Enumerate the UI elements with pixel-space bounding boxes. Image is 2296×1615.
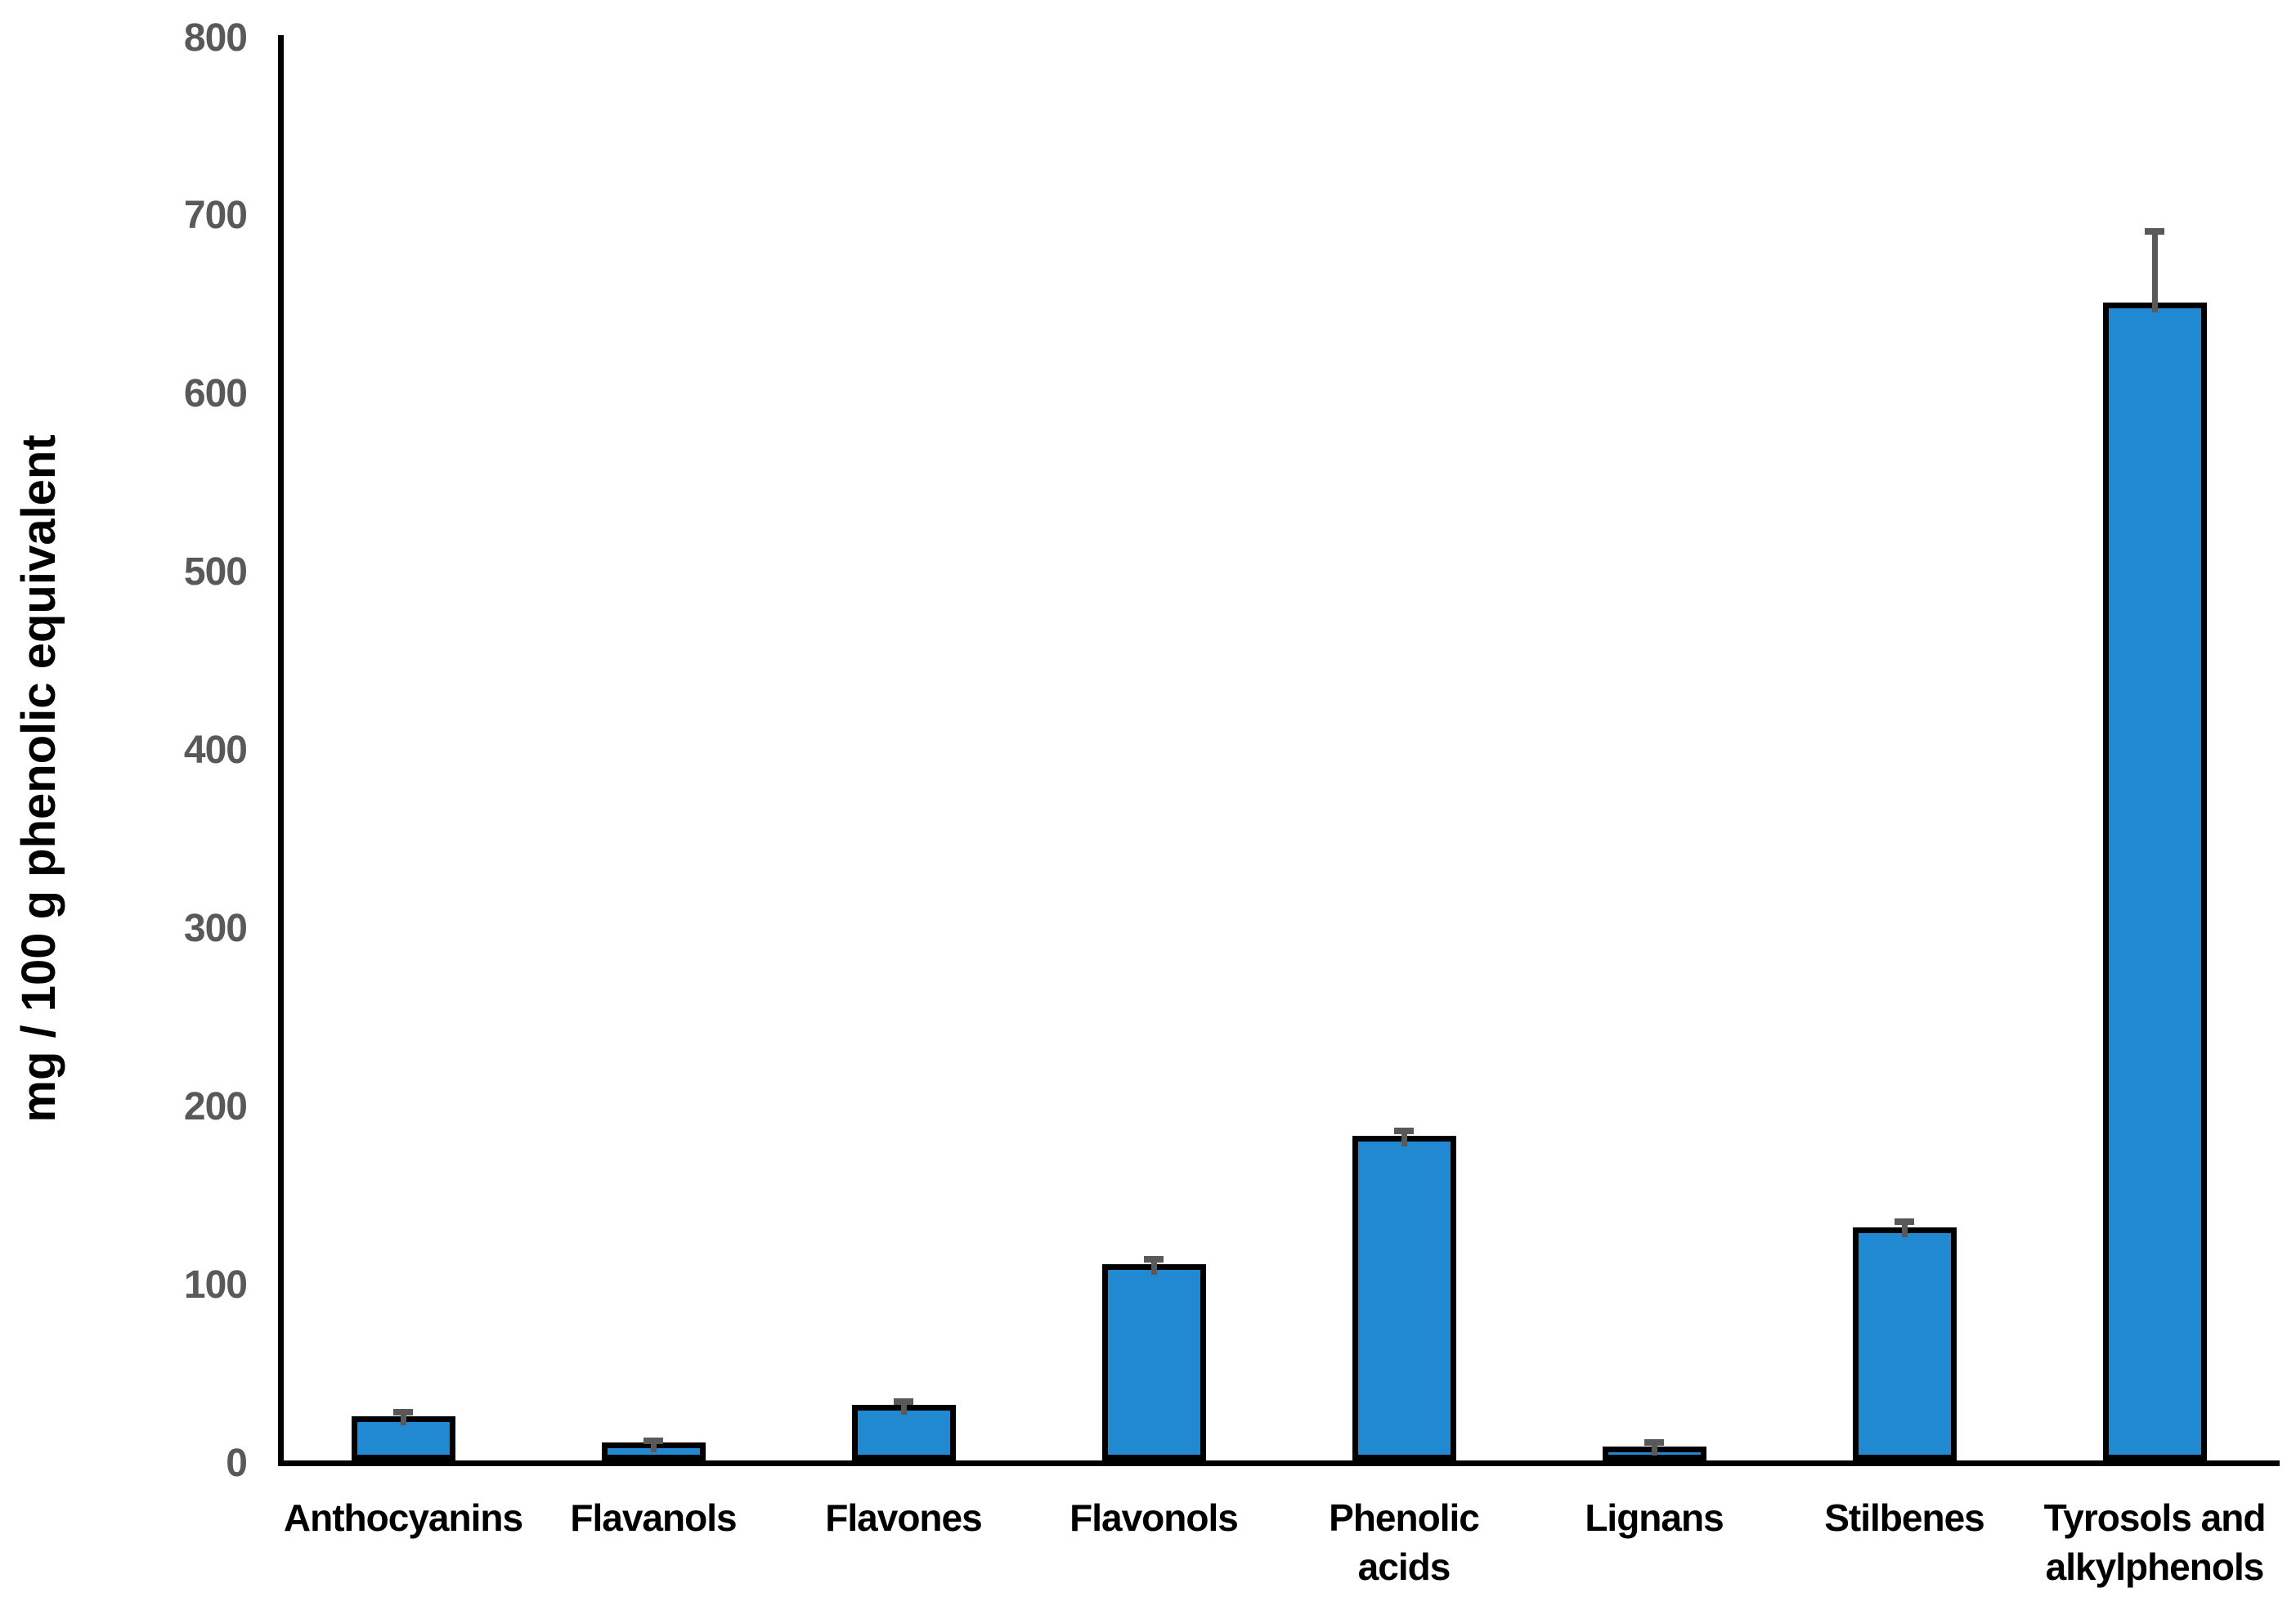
error-bar-whisker-tyrosols-and-alkylphenols (2152, 231, 2158, 312)
error-bar-cap-flavonols (1144, 1256, 1164, 1263)
y-tick-label-400: 400 (183, 729, 248, 772)
x-label-phenolic-acids: Phenolic acids (1329, 1496, 1480, 1588)
y-tick-label-600: 600 (183, 372, 248, 416)
error-bar-whisker-flavones (901, 1402, 907, 1415)
y-tick-label-100: 100 (183, 1263, 248, 1307)
error-bar-whisker-stilbenes (1902, 1222, 1908, 1237)
y-axis-title: mg / 100 g phenolic equivalent (12, 434, 65, 1123)
error-bar-whisker-flavanols (651, 1441, 657, 1452)
y-tick-label-800: 800 (183, 16, 248, 60)
x-label-flavanols: Flavanols (570, 1496, 737, 1539)
x-label-flavones: Flavones (825, 1496, 982, 1539)
error-bar-cap-stilbenes (1895, 1218, 1914, 1225)
error-bar-whisker-lignans (1652, 1442, 1657, 1456)
bar-tyrosols-and-alkylphenols (2103, 303, 2207, 1460)
error-bar-cap-flavones (894, 1398, 913, 1405)
x-label-tyrosols-and-alkylphenols: Tyrosols and alkylphenols (2043, 1496, 2267, 1588)
y-tick-label-0: 0 (226, 1441, 248, 1485)
y-tick-label-500: 500 (183, 550, 248, 594)
x-label-anthocyanins: Anthocyanins (283, 1496, 523, 1539)
x-label-stilbenes: Stilbenes (1824, 1496, 1985, 1539)
x-label-lignans: Lignans (1585, 1496, 1724, 1539)
x-axis-line (278, 1460, 2280, 1466)
error-bar-cap-tyrosols-and-alkylphenols (2145, 228, 2164, 235)
y-axis-line (278, 35, 284, 1466)
error-bar-whisker-anthocyanins (401, 1412, 406, 1425)
error-bar-whisker-phenolic-acids (1401, 1131, 1407, 1146)
bar-flavonols (1102, 1264, 1206, 1460)
bar-stilbenes (1853, 1227, 1957, 1460)
y-tick-label-700: 700 (183, 194, 248, 238)
error-bar-cap-flavanols (644, 1438, 663, 1444)
y-tick-label-300: 300 (183, 906, 248, 950)
error-bar-cap-lignans (1644, 1439, 1664, 1446)
error-bar-cap-anthocyanins (393, 1409, 413, 1415)
x-label-flavonols: Flavonols (1070, 1496, 1239, 1539)
bar-phenolic-acids (1352, 1136, 1456, 1460)
error-bar-cap-phenolic-acids (1394, 1128, 1414, 1134)
error-bar-whisker-flavonols (1151, 1259, 1157, 1275)
y-tick-label-200: 200 (183, 1084, 248, 1128)
